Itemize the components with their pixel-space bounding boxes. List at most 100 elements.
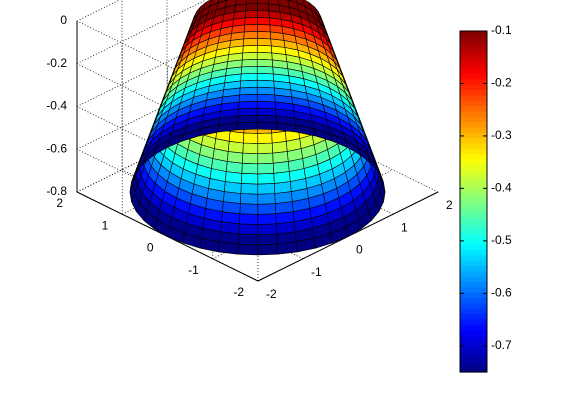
surface-patch: [256, 3, 270, 12]
z-tick-label: -0.6: [46, 141, 67, 155]
surface-patch: [272, 151, 289, 164]
colorbar-swatch: [460, 340, 487, 346]
colorbar-swatch: [460, 265, 487, 272]
surface-patch: [242, 142, 259, 154]
surface-patch: [256, 66, 274, 75]
colorbar-swatch: [460, 52, 487, 59]
colorbar-swatch: [460, 206, 487, 213]
colorbar-swatch: [460, 201, 487, 208]
surface-patch: [244, 17, 258, 26]
surface-patch: [256, 44, 273, 54]
colorbar-tick-label: -0.7: [491, 338, 512, 352]
colorbar-swatch: [460, 228, 487, 235]
colorbar-swatch: [460, 292, 487, 299]
surface-patch: [238, 100, 258, 110]
colorbar-swatch: [460, 137, 487, 144]
surface-patch: [238, 233, 259, 246]
surface-patch: [239, 203, 259, 215]
colorbar-swatch: [460, 121, 487, 128]
x-tick-label: 1: [401, 220, 408, 234]
colorbar-swatch: [460, 345, 487, 352]
surface-patch: [239, 213, 259, 225]
colorbar-swatch: [460, 105, 487, 112]
surface-patch: [237, 243, 259, 256]
y-tick-label: 1: [102, 218, 109, 232]
surface-patch: [256, 17, 271, 26]
surface-patch: [257, 142, 274, 154]
surface-patch: [257, 152, 274, 165]
colorbar-swatch: [460, 276, 487, 283]
surface-patch: [243, 132, 259, 144]
surface-patch: [256, 10, 270, 19]
surface-patch: [257, 203, 277, 215]
y-tick-label: -2: [233, 285, 244, 299]
axis-tick-labels: -0.8 -0.6 -0.4 -0.2 0 -2 -1 0 1 2 -2 -1 0 1 2: [46, 13, 453, 301]
z-tick-label: -0.2: [46, 56, 67, 70]
colorbar-swatch: [460, 41, 487, 48]
surface-patch: [271, 131, 287, 144]
colorbar-swatch: [460, 222, 487, 229]
surface-patch: [240, 183, 259, 195]
y-tick-label: 2: [56, 196, 63, 210]
colorbar-swatch: [460, 281, 487, 288]
surface-patch: [256, 38, 272, 47]
surface-patch: [228, 131, 245, 144]
colorbar-swatch: [460, 238, 487, 245]
x-tick-label: -2: [266, 287, 277, 301]
surface-patch: [256, 86, 276, 96]
surface-patch: [240, 193, 259, 205]
colorbar-swatch: [460, 89, 487, 96]
colorbar-swatch: [460, 62, 487, 69]
colorbar-swatch: [460, 260, 487, 267]
surface-patch: [237, 107, 258, 117]
colorbar-swatch: [460, 286, 487, 293]
z-tick-label: -0.4: [46, 99, 67, 113]
colorbar-swatch: [460, 100, 487, 107]
surface-patch: [256, 107, 277, 117]
surface-patch: [256, 114, 277, 124]
surface-patch: [271, 141, 288, 154]
surface-patch: [257, 213, 277, 225]
surface-patch: [239, 86, 258, 96]
surface-patch: [256, 31, 272, 40]
colorbar-swatch: [460, 249, 487, 256]
surface-patch: [256, 121, 278, 131]
colorbar-tick-label: -0.6: [491, 285, 512, 299]
colorbar-swatch: [460, 158, 487, 165]
x-tick-label: 2: [446, 198, 453, 212]
surface-patch: [241, 58, 258, 68]
colorbar-swatch: [460, 254, 487, 261]
colorbar-swatch: [460, 84, 487, 91]
surface-patch: [243, 31, 258, 40]
colorbar-tick-label: -0.1: [491, 23, 512, 37]
z-tick-label: 0: [60, 13, 67, 27]
colorbar-swatch: [460, 31, 487, 37]
surface-plot: [129, 0, 386, 256]
surface-patch: [256, 93, 276, 103]
colorbar-swatch: [460, 153, 487, 160]
surface-patch: [256, 58, 274, 68]
colorbar-swatch: [460, 334, 487, 341]
surface-patch: [257, 183, 276, 195]
colorbar-tick-label: -0.2: [491, 76, 512, 90]
colorbar-swatch: [460, 356, 487, 362]
colorbar-swatch: [460, 366, 487, 373]
surface-patch: [245, 3, 258, 12]
colorbar-tick-label: -0.5: [491, 233, 512, 247]
surface-patch: [237, 114, 258, 124]
surface-patch: [244, 24, 258, 33]
colorbar-swatch: [460, 174, 487, 181]
colorbar-swatch: [460, 110, 487, 117]
surface-patch: [256, 73, 275, 82]
colorbar-swatch: [460, 94, 487, 101]
colorbar-swatch: [460, 142, 487, 149]
surface-patch: [240, 73, 258, 82]
colorbar-tick-label: -0.4: [491, 181, 512, 195]
colorbar-swatch: [460, 324, 487, 330]
x-tick-label: 0: [356, 243, 363, 257]
colorbar-frame: [459, 30, 488, 373]
colorbar-swatch: [460, 350, 487, 357]
colorbar-swatch: [460, 78, 487, 85]
surface-patch: [242, 44, 258, 54]
